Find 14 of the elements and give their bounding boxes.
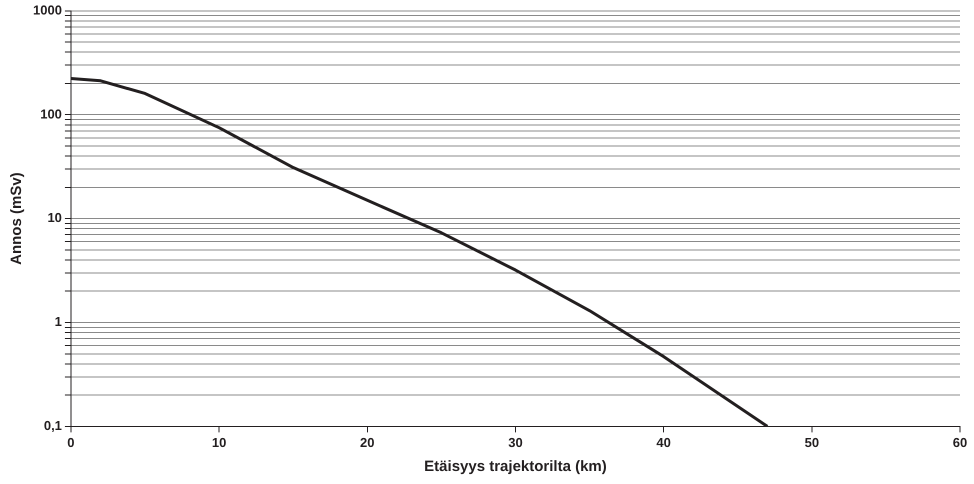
y-axis-title: Annos (mSv): [8, 172, 26, 265]
x-tick-label: 50: [804, 434, 820, 450]
x-tick-label: 40: [656, 434, 671, 450]
y-tick-label: 1: [54, 314, 62, 330]
y-tick-label: 0,1: [44, 418, 62, 433]
x-tick-label: 10: [212, 434, 226, 450]
x-tick-label: 60: [952, 434, 968, 450]
y-tick-label: 10: [47, 210, 62, 226]
x-tick-label: 0: [67, 434, 75, 450]
y-tick-label: 1000: [33, 2, 62, 18]
x-tick-label: 20: [360, 434, 375, 450]
x-tick-label: 30: [508, 434, 523, 450]
x-axis-title: Etäisyys trajektorilta (km): [424, 458, 607, 476]
y-tick-label: 100: [40, 106, 62, 122]
